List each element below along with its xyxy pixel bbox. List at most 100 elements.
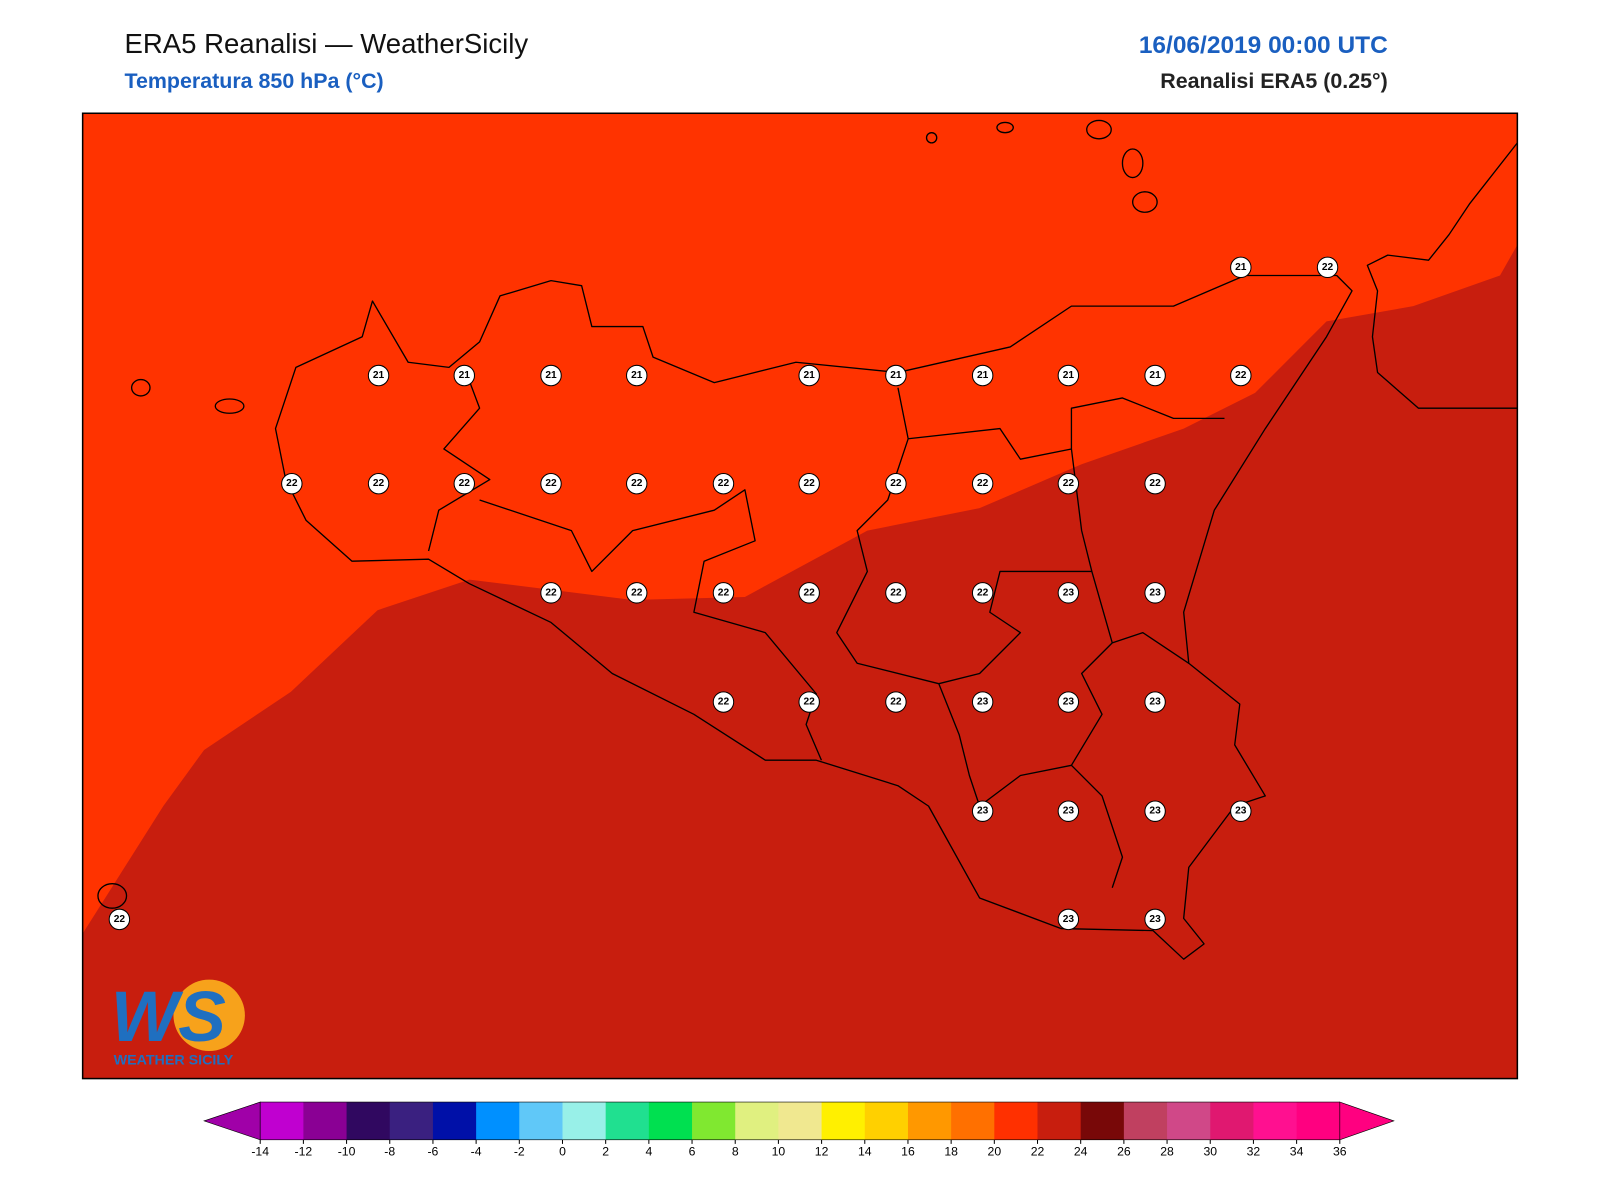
station-label: 23	[1063, 587, 1075, 598]
colorbar-swatch	[1167, 1102, 1211, 1140]
station-marker	[1144, 800, 1166, 822]
colorbar-tick-label: 18	[944, 1145, 958, 1159]
station: 23	[1057, 800, 1080, 822]
station-marker	[367, 472, 390, 495]
station: 23	[1144, 691, 1166, 713]
station-label: 21	[804, 370, 816, 381]
station: 23	[1057, 908, 1080, 931]
station: 21	[971, 364, 994, 387]
colorbar-swatch	[864, 1102, 909, 1140]
station: 21	[367, 364, 390, 387]
colorbar-tick-label: 30	[1203, 1145, 1217, 1159]
station-marker	[626, 582, 648, 604]
map: 21 22 21 21 21 21 21 21 21 21 21 22 22 22 22 22 22 22 22 22…	[81, 112, 1519, 1080]
station: 23	[971, 691, 994, 713]
colorbar-swatch	[389, 1102, 434, 1140]
station-marker	[885, 582, 907, 604]
colorbar-tick-label: 6	[689, 1145, 696, 1159]
colorbar-swatch	[260, 1102, 304, 1140]
colorbar-tick-label: -14	[251, 1145, 269, 1159]
station-label: 21	[545, 370, 557, 381]
colorbar-tick-label: 26	[1117, 1145, 1131, 1159]
station: 22	[453, 472, 475, 495]
colorbar-frame	[259, 1101, 1341, 1141]
station-marker	[971, 800, 994, 822]
station-marker	[798, 472, 820, 495]
station: 22	[798, 472, 820, 495]
stations: 21 22 21 21 21 21 21 21 21 21 21 22 22 22 22 22 22 22 22 22…	[108, 256, 1339, 931]
station-marker	[1057, 800, 1080, 822]
colorbar-tick-label: -12	[295, 1145, 313, 1159]
station-marker	[1144, 364, 1166, 387]
colorbar-swatch	[1080, 1102, 1125, 1140]
colorbar-tick-label: 0	[559, 1145, 566, 1159]
colorbar-tick-label: 36	[1333, 1145, 1347, 1159]
station: 23	[1057, 691, 1080, 713]
station-marker	[971, 364, 994, 387]
colorbar-swatch	[303, 1102, 348, 1140]
station-label: 22	[890, 478, 902, 489]
station-marker	[1144, 472, 1166, 495]
station: 21	[1144, 364, 1166, 387]
colorbar-swatch	[821, 1102, 866, 1140]
station-marker	[540, 472, 562, 495]
station-label: 22	[545, 587, 557, 598]
station-label: 23	[977, 697, 989, 708]
station-marker	[1230, 364, 1252, 387]
colorbar-swatch	[519, 1102, 563, 1140]
station: 22	[1230, 364, 1252, 387]
station-marker	[1057, 582, 1080, 604]
station-label: 23	[1063, 806, 1075, 817]
colorbar-swatch	[1123, 1102, 1168, 1140]
station-label: 23	[1149, 697, 1161, 708]
station: 21	[540, 364, 562, 387]
colorbar-tick-label: 24	[1074, 1145, 1088, 1159]
station: 22	[971, 472, 994, 495]
colorbar-tick-label: -2	[514, 1145, 525, 1159]
station-marker	[971, 582, 994, 604]
station-marker	[1316, 256, 1339, 279]
station-marker	[971, 691, 994, 713]
station-marker	[1057, 364, 1080, 387]
station-marker	[1230, 256, 1252, 279]
colorbar-swatch	[907, 1102, 952, 1140]
island	[1121, 148, 1144, 179]
station: 21	[798, 364, 820, 387]
station: 21	[885, 364, 907, 387]
station-label: 23	[977, 806, 989, 817]
station-label: 22	[718, 478, 730, 489]
datetime: 16/06/2019 00:00 UTC	[1139, 32, 1388, 59]
colorbar: -14 -12 -10 -8 -6 -4 -2 0 2 4 6 8 10 12 14 16 18 20 22 24 26…	[203, 1101, 1395, 1159]
colorbar-swatch	[778, 1102, 823, 1140]
station-label: 22	[459, 478, 471, 489]
station: 23	[1144, 800, 1166, 822]
station-label: 21	[1063, 370, 1075, 381]
station-label: 22	[804, 697, 816, 708]
station-label: 23	[1063, 697, 1075, 708]
station-marker	[108, 908, 131, 931]
colorbar-swatch	[346, 1102, 391, 1140]
station: 22	[712, 472, 735, 495]
station-label: 23	[1149, 806, 1161, 817]
island	[130, 378, 151, 397]
title: ERA5 Reanalisi — WeatherSicily	[124, 28, 528, 59]
colorbar-swatch	[951, 1102, 995, 1140]
station-label: 21	[890, 370, 902, 381]
colorbar-tick-label: 2	[602, 1145, 609, 1159]
colorbar-tick-label: 8	[732, 1145, 739, 1159]
station-label: 22	[1063, 478, 1075, 489]
station: 23	[1057, 582, 1080, 604]
station-marker	[1144, 691, 1166, 713]
station-label: 22	[804, 478, 816, 489]
station: 21	[1230, 256, 1252, 279]
station: 22	[1144, 472, 1166, 495]
colorbar-swatch	[432, 1102, 477, 1140]
station-marker	[798, 691, 820, 713]
station-marker	[281, 472, 303, 495]
province-borders	[427, 367, 1225, 888]
sicily-coast	[274, 274, 1353, 960]
logo-mark: WS	[111, 977, 226, 1057]
colorbar-tick-label: -4	[471, 1145, 482, 1159]
station-label: 22	[545, 478, 557, 489]
